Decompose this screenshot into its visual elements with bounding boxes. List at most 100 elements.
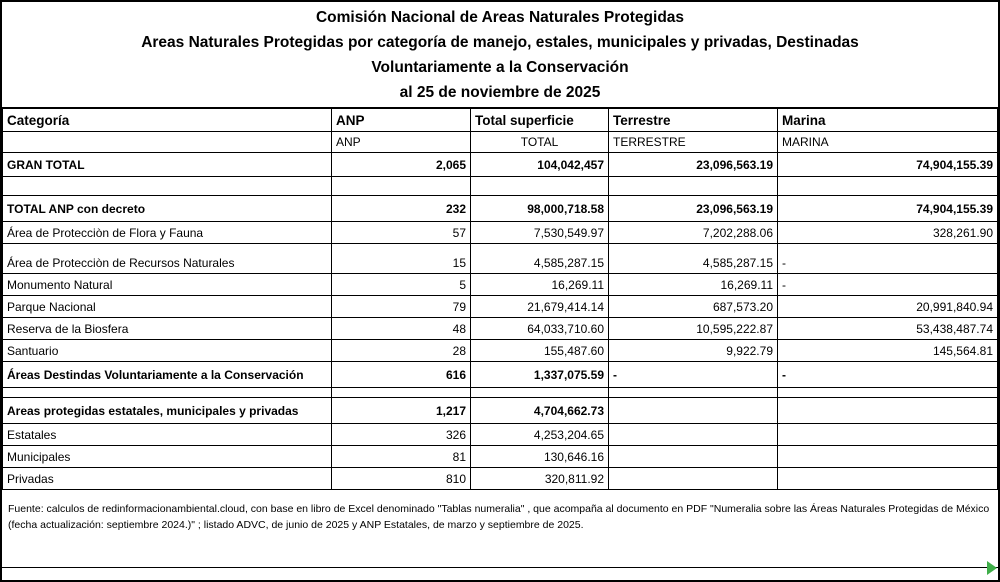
green-triangle-icon — [987, 561, 997, 575]
value-cell: 81 — [331, 445, 471, 468]
value-cell — [608, 397, 778, 424]
value-cell: 10,595,222.87 — [608, 317, 778, 340]
bottom-strip — [2, 561, 998, 580]
table-row: Áreas Destindas Voluntariamente a la Con… — [2, 361, 998, 388]
source-note: Fuente: calculos de redinformacionambien… — [8, 503, 990, 531]
category-cell — [2, 387, 332, 398]
category-cell: Municipales — [2, 445, 332, 468]
value-cell — [777, 387, 998, 398]
value-cell — [608, 423, 778, 446]
value-cell — [331, 176, 471, 196]
category-cell: Reserva de la Biosfera — [2, 317, 332, 340]
table-row: Estatales 326 4,253,204.65 — [2, 423, 998, 446]
value-cell: 326 — [331, 423, 471, 446]
value-cell: 104,042,457 — [470, 152, 609, 177]
table-body: GRAN TOTAL 2,065 104,042,457 23,096,563.19 7… — [2, 152, 998, 490]
value-cell: 810 — [331, 467, 471, 490]
value-cell: 616 — [331, 361, 471, 388]
value-cell: 1,337,075.59 — [470, 361, 609, 388]
value-cell — [470, 387, 609, 398]
table-row: Santuario 28 155,487.60 9,922.79 145,564.81 — [2, 339, 998, 362]
spacer-row — [2, 387, 998, 398]
value-cell: 7,530,549.97 — [470, 221, 609, 244]
subheader-total: TOTAL — [470, 131, 609, 153]
value-cell — [777, 445, 998, 468]
value-cell: 48 — [331, 317, 471, 340]
col-header-categoria: Categoría — [2, 108, 332, 132]
table-row: Monumento Natural 5 16,269.11 16,269.11- — [2, 273, 998, 296]
value-cell: 23,096,563.19 — [608, 152, 778, 177]
category-cell: GRAN TOTAL — [2, 152, 332, 177]
value-cell: 328,261.90 — [777, 221, 998, 244]
value-cell: 130,646.16 — [470, 445, 609, 468]
table-row: TOTAL ANP con decreto 232 98,000,718.58 23,… — [2, 195, 998, 222]
value-cell — [608, 176, 778, 196]
value-cell: 4,585,287.15 — [608, 243, 778, 274]
category-cell: Áreas Destindas Voluntariamente a la Con… — [2, 361, 332, 388]
value-cell: 2,065 — [331, 152, 471, 177]
value-cell: - — [777, 361, 998, 388]
subheader-anp: ANP — [331, 131, 471, 153]
subheader-empty — [2, 131, 332, 153]
value-cell: 28 — [331, 339, 471, 362]
value-cell: 9,922.79 — [608, 339, 778, 362]
value-cell: 1,217 — [331, 397, 471, 424]
value-cell: 4,704,662.73 — [470, 397, 609, 424]
page-title: Comisión Nacional de Areas Naturales Pro… — [315, 9, 685, 26]
category-cell: Areas protegidas estatales, municipales … — [2, 397, 332, 424]
value-cell: 5 — [331, 273, 471, 296]
category-cell: Estatales — [2, 423, 332, 446]
value-cell: 74,904,155.39 — [777, 152, 998, 177]
value-cell: 79 — [331, 295, 471, 318]
value-cell: 4,585,287.15 — [470, 243, 609, 274]
subheader-terrestre: TERRESTRE — [608, 131, 778, 153]
col-header-total-superficie: Total superficie — [470, 108, 609, 132]
value-cell — [608, 467, 778, 490]
value-cell: 7,202,288.06 — [608, 221, 778, 244]
value-cell: 16,269.11 — [470, 273, 609, 296]
value-cell: 232 — [331, 195, 471, 222]
col-header-marina: Marina — [777, 108, 998, 132]
table-row: GRAN TOTAL 2,065 104,042,457 23,096,563.19 7… — [2, 152, 998, 177]
date-line: al 25 de noviembre de 2025 — [399, 84, 601, 101]
value-cell — [608, 387, 778, 398]
value-cell: 4,253,204.65 — [470, 423, 609, 446]
value-cell: 155,487.60 — [470, 339, 609, 362]
category-cell: TOTAL ANP con decreto — [2, 195, 332, 222]
value-cell: 74,904,155.39 — [777, 195, 998, 222]
value-cell: 98,000,718.58 — [470, 195, 609, 222]
value-cell: 23,096,563.19 — [608, 195, 778, 222]
table-row: Área de Protecciòn de Recursos Naturales… — [2, 243, 998, 274]
table-row: Municipales 81 130,646.16 — [2, 445, 998, 468]
value-cell: 20,991,840.94 — [777, 295, 998, 318]
value-cell — [331, 387, 471, 398]
col-header-anp: ANP — [331, 108, 471, 132]
subheader-row: ANP TOTAL TERRESTRE MARINA — [2, 131, 998, 153]
subtitle-line-1: Areas Naturales Protegidas por categoría… — [141, 34, 859, 51]
value-cell — [470, 176, 609, 196]
value-cell: - — [608, 361, 778, 388]
value-cell — [608, 445, 778, 468]
category-cell: Área de Protecciòn de Flora y Fauna — [2, 221, 332, 244]
subheader-marina: MARINA — [777, 131, 998, 153]
value-cell: - — [777, 243, 998, 274]
value-cell: 687,573.20 — [608, 295, 778, 318]
value-cell: 21,679,414.14 — [470, 295, 609, 318]
value-cell: 57 — [331, 221, 471, 244]
spacer-row — [2, 176, 998, 196]
value-cell: 145,564.81 — [777, 339, 998, 362]
value-cell: 53,438,487.74 — [777, 317, 998, 340]
title-block: Comisión Nacional de Areas Naturales Pro… — [2, 2, 998, 108]
value-cell — [777, 423, 998, 446]
category-cell: Parque Nacional — [2, 295, 332, 318]
table-row: Areas protegidas estatales, municipales … — [2, 397, 998, 424]
col-header-terrestre: Terrestre — [608, 108, 778, 132]
value-cell: 320,811.92 — [470, 467, 609, 490]
table-row: Parque Nacional 79 21,679,414.14 687,573.20… — [2, 295, 998, 318]
category-cell: Monumento Natural — [2, 273, 332, 296]
value-cell — [777, 176, 998, 196]
category-cell: Santuario — [2, 339, 332, 362]
table-row: Área de Protecciòn de Flora y Fauna 57 7,5… — [2, 221, 998, 244]
value-cell — [777, 397, 998, 424]
